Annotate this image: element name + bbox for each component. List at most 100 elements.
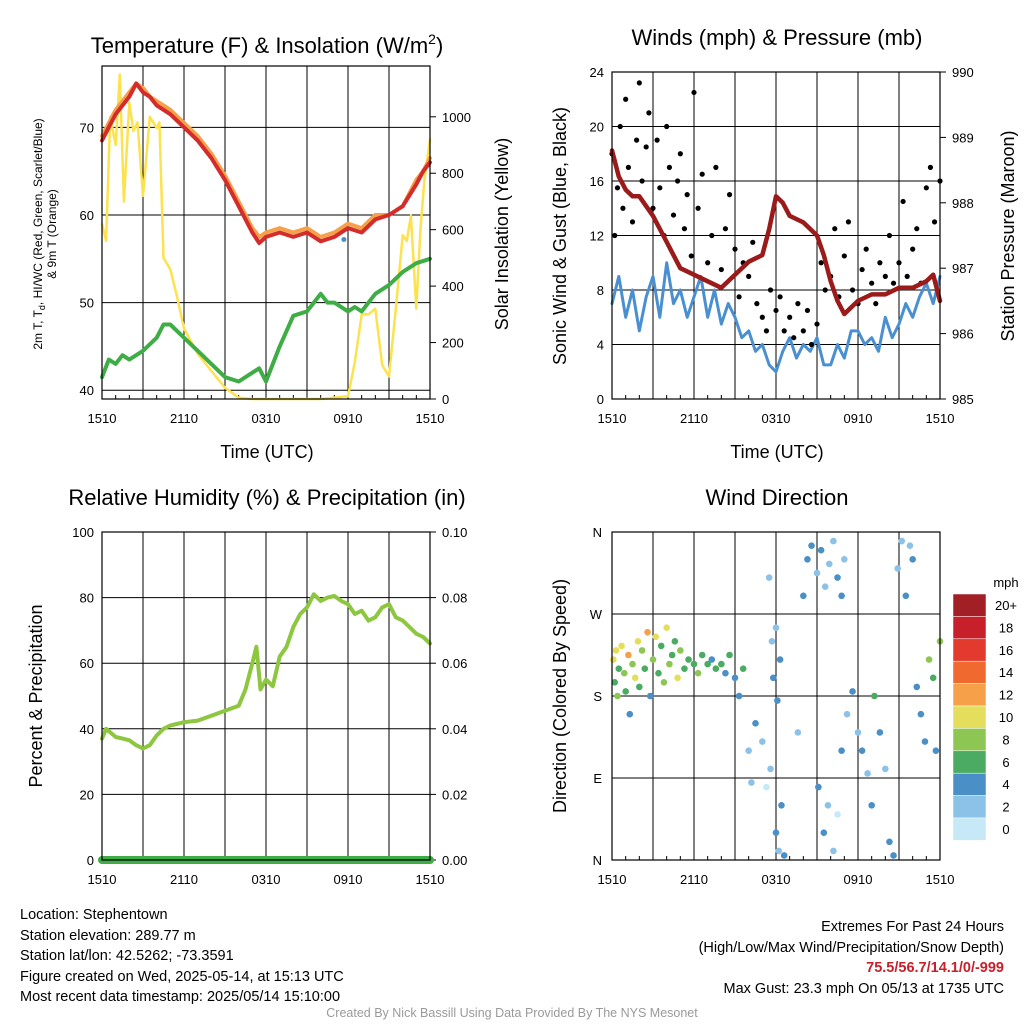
colorbar-label: 0 bbox=[1002, 822, 1009, 837]
temperature-frame bbox=[101, 65, 431, 400]
colorbar-swatch bbox=[952, 795, 987, 819]
direction-point bbox=[641, 665, 649, 672]
humidity-right-tick-label: 0.04 bbox=[442, 722, 467, 737]
direction-point bbox=[849, 688, 856, 695]
gust-point bbox=[722, 226, 729, 232]
gust-point bbox=[636, 80, 642, 86]
temperature-left-ylabel: 2m T, Td, HI/WC (Red, Green, Scarlet/Blu… bbox=[31, 118, 47, 349]
direction-point bbox=[622, 688, 629, 695]
temperature-right-tick-label: 200 bbox=[442, 336, 464, 351]
temperature-right-tick-label: 800 bbox=[442, 166, 464, 181]
temperature-xlabel: Time (UTC) bbox=[220, 442, 313, 462]
direction-point bbox=[890, 852, 897, 859]
direction-panel-title: Wind Direction bbox=[705, 485, 848, 510]
gust-point bbox=[654, 137, 660, 143]
colorbar-title: mph bbox=[993, 575, 1018, 590]
gust-point bbox=[763, 328, 770, 334]
colorbar-swatch bbox=[952, 683, 987, 707]
direction-point bbox=[913, 683, 921, 691]
direction-point bbox=[834, 574, 841, 581]
winds-panel-title: Winds (mph) & Pressure (mb) bbox=[632, 25, 923, 50]
gust-point bbox=[914, 226, 920, 232]
temperature-right-ylabel: Solar Insolation (Yellow) bbox=[492, 138, 512, 330]
gust-point bbox=[869, 280, 875, 286]
gust-point bbox=[882, 273, 888, 279]
colorbar-label: 6 bbox=[1002, 755, 1009, 770]
direction-point bbox=[925, 656, 933, 663]
direction-x-tick-label: 2110 bbox=[680, 872, 708, 887]
extremes-info: Extremes For Past 24 Hours (High/Low/Max… bbox=[699, 917, 1004, 999]
direction-point bbox=[612, 647, 620, 654]
humidity-x-tick-label: 1510 bbox=[416, 872, 445, 887]
gust-point bbox=[629, 219, 636, 225]
direction-point bbox=[932, 747, 940, 754]
colorbar-swatch bbox=[952, 660, 987, 684]
direction-point bbox=[677, 647, 684, 654]
winds-right-tick-label: 989 bbox=[952, 130, 974, 145]
direction-point bbox=[824, 802, 832, 809]
winds-y-tick-label: 16 bbox=[590, 174, 604, 189]
direction-point bbox=[652, 633, 660, 641]
direction-point bbox=[638, 647, 646, 654]
gust-point bbox=[736, 294, 742, 300]
direction-point bbox=[681, 665, 688, 672]
gust-point bbox=[691, 89, 697, 96]
humidity-x-tick-label: 2110 bbox=[170, 872, 198, 887]
gust-point bbox=[896, 260, 902, 266]
gust-point bbox=[781, 328, 787, 334]
direction-point bbox=[813, 569, 821, 577]
winds-y-tick-label: 8 bbox=[597, 283, 604, 298]
gust-point bbox=[804, 307, 811, 314]
recent-timestamp: Most recent data timestamp: 2025/05/14 1… bbox=[20, 989, 341, 1005]
extremes-title: Extremes For Past 24 Hours bbox=[821, 919, 1004, 935]
direction-point bbox=[625, 651, 632, 659]
direction-point bbox=[674, 674, 681, 682]
gust-point bbox=[814, 321, 820, 327]
gust-point bbox=[614, 185, 621, 191]
gust-point bbox=[625, 164, 632, 170]
direction-point bbox=[834, 811, 841, 818]
direction-point bbox=[626, 710, 634, 718]
colorbar-swatch bbox=[952, 772, 987, 796]
winds-right-ylabel: Station Pressure (Maroon) bbox=[998, 130, 1018, 341]
direction-point bbox=[882, 765, 889, 773]
direction-point bbox=[646, 692, 654, 700]
direction-point bbox=[778, 802, 785, 809]
gust-point bbox=[904, 273, 910, 279]
direction-point bbox=[841, 556, 848, 563]
humidity-y-tick-label: 80 bbox=[80, 591, 94, 606]
direction-point bbox=[821, 583, 829, 590]
gust-point bbox=[910, 246, 916, 252]
direction-point bbox=[838, 592, 845, 600]
temperature-x-tick-label: 0910 bbox=[334, 411, 363, 426]
temperature-x-tick-label: 0310 bbox=[252, 411, 281, 426]
direction-point bbox=[800, 592, 807, 600]
extremes-subtitle: (High/Low/Max Wind/Precipitation/Snow De… bbox=[698, 939, 1004, 956]
winds-x-tick-label: 0910 bbox=[844, 411, 873, 426]
gust-point bbox=[677, 151, 683, 157]
direction-point bbox=[767, 765, 774, 773]
gust-point bbox=[643, 144, 649, 150]
temperature-right-tick-label: 0 bbox=[442, 392, 449, 407]
gust-point bbox=[670, 212, 677, 218]
gust-point bbox=[617, 123, 623, 130]
gust-point bbox=[859, 266, 865, 273]
direction-point bbox=[817, 546, 825, 554]
direction-point bbox=[718, 660, 725, 668]
colorbar-label: 14 bbox=[999, 665, 1013, 680]
gust-point bbox=[695, 205, 701, 211]
colorbar-label: 2 bbox=[1002, 800, 1009, 815]
direction-point bbox=[629, 660, 636, 668]
temperature-y-tick-label: 40 bbox=[80, 383, 94, 398]
direction-point bbox=[704, 660, 711, 668]
direction-point bbox=[765, 574, 773, 581]
direction-frame bbox=[611, 531, 941, 861]
humidity-right-tick-label: 0.06 bbox=[442, 656, 467, 671]
direction-point bbox=[722, 669, 729, 677]
gust-point bbox=[684, 192, 690, 198]
direction-point bbox=[611, 679, 619, 686]
direction-point bbox=[759, 738, 766, 745]
direction-y-tick-label: N bbox=[593, 525, 602, 540]
gust-point bbox=[681, 226, 688, 232]
gust-point bbox=[732, 246, 738, 252]
